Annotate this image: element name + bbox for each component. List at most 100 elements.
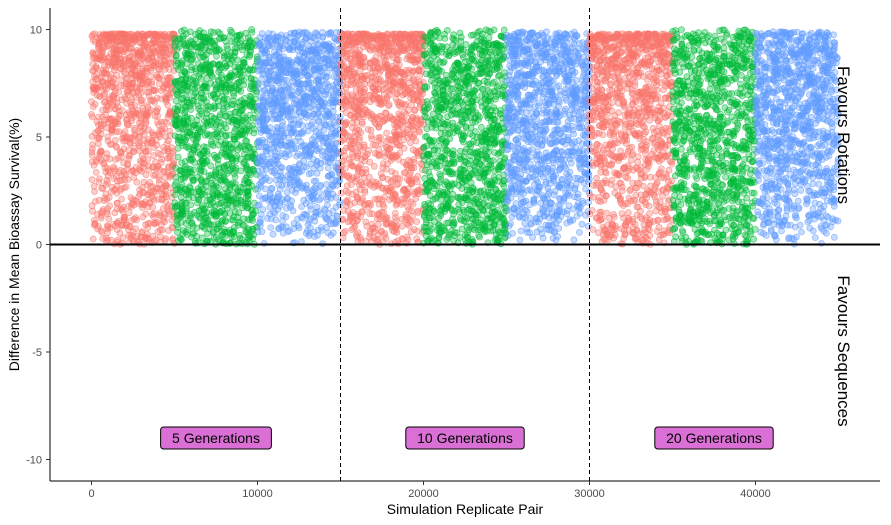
series-block	[88, 30, 178, 248]
data-point	[258, 228, 266, 236]
data-point	[314, 32, 322, 40]
data-point	[123, 133, 131, 141]
data-point	[93, 65, 101, 72]
data-point	[405, 221, 413, 229]
data-point	[183, 53, 191, 61]
data-point	[223, 52, 231, 59]
data-point	[135, 133, 143, 141]
data-point	[377, 66, 385, 74]
data-point	[101, 83, 109, 91]
data-point	[224, 169, 232, 177]
data-point	[147, 183, 155, 191]
data-point	[166, 110, 173, 118]
data-point	[206, 61, 214, 69]
data-point	[281, 67, 289, 75]
data-point	[111, 55, 118, 63]
data-point	[130, 215, 138, 223]
data-point	[291, 29, 299, 36]
data-point	[396, 121, 404, 129]
data-point	[377, 170, 385, 178]
data-point	[133, 178, 141, 186]
data-point	[155, 180, 163, 187]
data-point	[114, 103, 122, 110]
data-point	[174, 144, 182, 152]
data-point	[198, 190, 206, 198]
data-point	[380, 32, 388, 40]
data-point	[230, 53, 238, 60]
data-point	[276, 202, 284, 210]
data-point	[153, 108, 161, 116]
data-point	[261, 86, 269, 94]
data-point	[236, 234, 244, 242]
points-layer	[88, 26, 842, 248]
data-point	[277, 109, 285, 117]
data-point	[366, 199, 374, 207]
data-point	[145, 78, 153, 85]
data-point	[247, 233, 255, 240]
data-point	[377, 100, 385, 108]
data-point	[144, 155, 152, 163]
data-point	[397, 35, 405, 43]
data-point	[279, 119, 287, 126]
data-point	[289, 94, 296, 102]
data-point	[215, 184, 223, 192]
data-point	[244, 225, 252, 233]
data-point	[103, 37, 111, 45]
data-point	[388, 30, 396, 38]
data-point	[398, 200, 405, 208]
data-point	[352, 50, 360, 58]
data-point	[328, 140, 336, 148]
data-point	[222, 132, 230, 140]
data-point	[340, 36, 348, 44]
data-point	[106, 155, 114, 163]
data-point	[264, 98, 272, 106]
data-point	[390, 115, 398, 123]
data-point	[299, 38, 307, 46]
data-point	[136, 190, 144, 198]
data-point	[185, 143, 193, 151]
data-point	[118, 153, 125, 161]
data-point	[181, 109, 189, 117]
data-point	[352, 79, 359, 87]
data-point	[259, 160, 267, 167]
data-point	[230, 229, 238, 237]
data-point	[162, 181, 170, 189]
data-point	[125, 223, 133, 230]
data-point	[394, 175, 402, 182]
data-point	[187, 214, 194, 222]
data-point	[137, 99, 145, 107]
data-point	[107, 71, 115, 78]
data-point	[310, 177, 318, 185]
data-point	[320, 41, 328, 49]
data-point	[216, 122, 224, 130]
data-point	[368, 135, 376, 143]
data-point	[145, 162, 153, 170]
data-point	[378, 196, 386, 204]
data-point	[191, 237, 199, 245]
data-point	[379, 164, 387, 172]
data-point	[246, 43, 254, 51]
data-point	[278, 127, 286, 134]
data-point	[339, 101, 347, 109]
data-point	[245, 122, 253, 130]
data-point	[213, 212, 221, 220]
data-point	[283, 188, 291, 196]
data-point	[226, 140, 234, 148]
data-point	[273, 129, 280, 137]
data-point	[197, 167, 205, 175]
data-point	[242, 161, 250, 169]
data-point	[155, 65, 163, 73]
data-point	[225, 160, 233, 168]
data-point	[196, 27, 204, 34]
data-point	[185, 123, 193, 131]
data-point	[414, 209, 422, 217]
data-point	[366, 158, 374, 166]
data-point	[309, 118, 316, 126]
data-point	[362, 106, 369, 113]
data-point	[95, 121, 102, 129]
data-point	[118, 96, 126, 104]
data-point	[361, 152, 369, 160]
data-point	[104, 172, 112, 180]
data-point	[406, 131, 414, 138]
data-point	[208, 140, 216, 148]
